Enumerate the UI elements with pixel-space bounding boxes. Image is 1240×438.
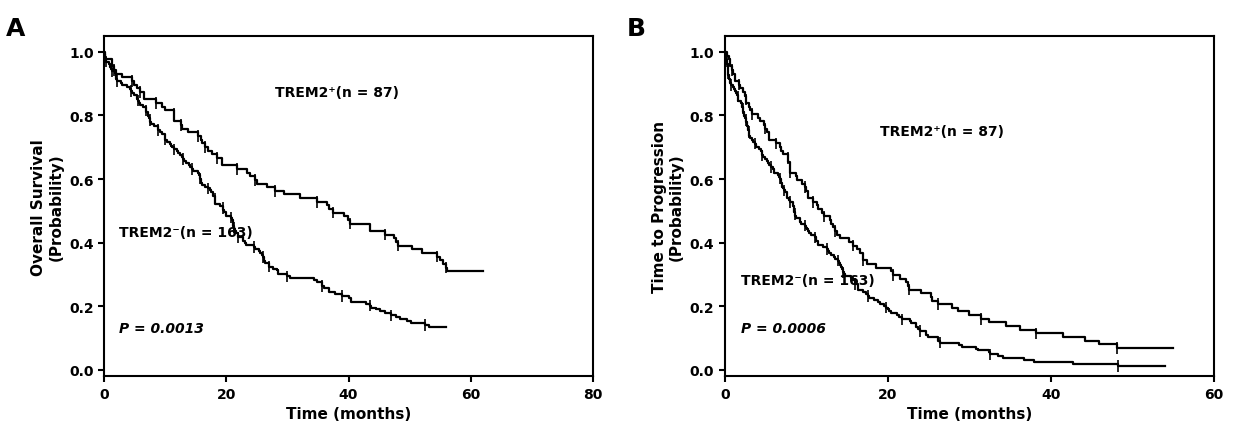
Y-axis label: Overall Survival
(Probability): Overall Survival (Probability) <box>31 138 63 275</box>
Text: P = 0.0006: P = 0.0006 <box>742 321 826 335</box>
Y-axis label: Time to Progression
(Probability): Time to Progression (Probability) <box>652 121 684 293</box>
Text: TREM2⁻(n = 163): TREM2⁻(n = 163) <box>119 226 253 240</box>
Text: TREM2⁻(n = 163): TREM2⁻(n = 163) <box>742 273 874 287</box>
X-axis label: Time (months): Time (months) <box>906 406 1032 421</box>
Text: TREM2⁺(n = 87): TREM2⁺(n = 87) <box>879 124 1003 138</box>
Text: B: B <box>627 17 646 40</box>
Text: TREM2⁺(n = 87): TREM2⁺(n = 87) <box>275 86 399 100</box>
Text: P = 0.0013: P = 0.0013 <box>119 321 205 335</box>
Text: A: A <box>6 17 26 40</box>
X-axis label: Time (months): Time (months) <box>286 406 412 421</box>
